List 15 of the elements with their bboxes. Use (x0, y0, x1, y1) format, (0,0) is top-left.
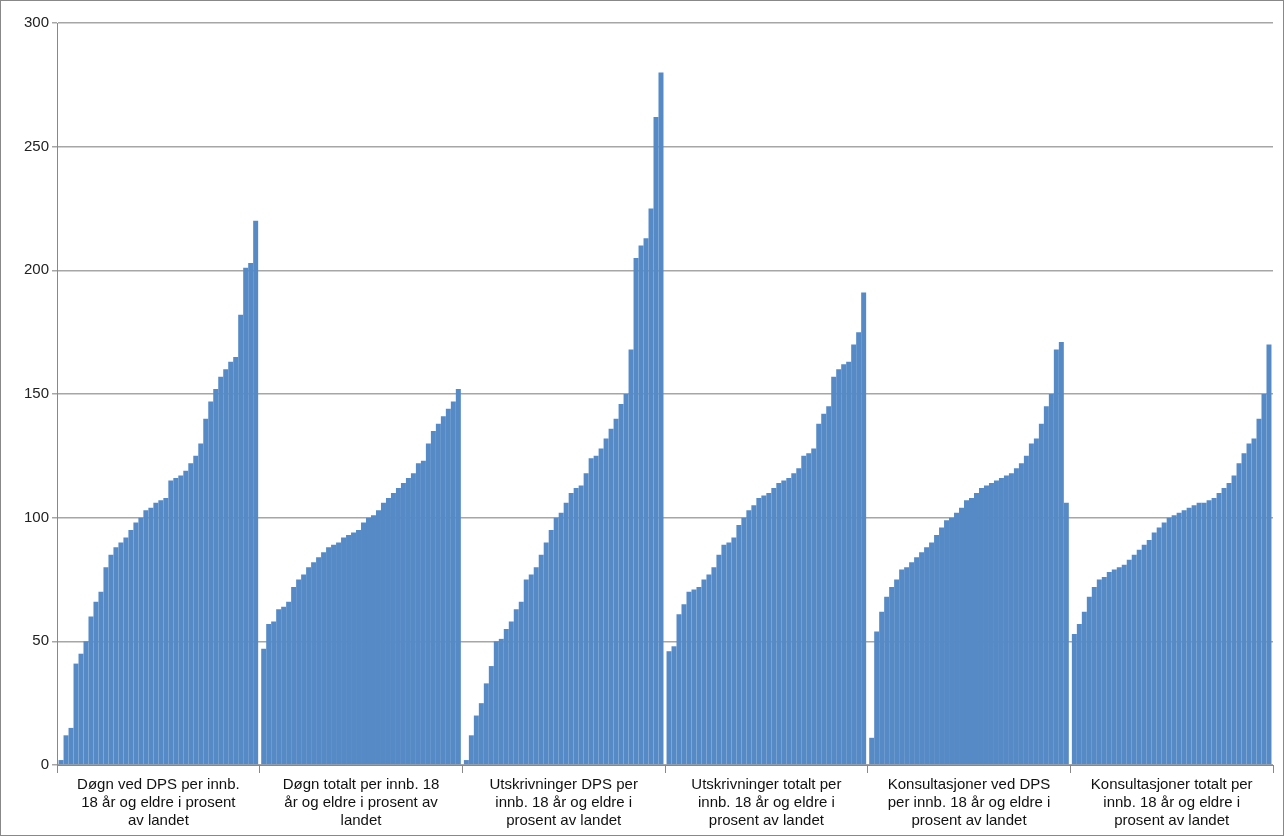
y-tick-label: 0 (40, 755, 50, 773)
bar (455, 389, 461, 765)
y-tick-label: 200 (24, 260, 50, 278)
y-tick-label: 50 (32, 631, 50, 649)
bar (686, 591, 692, 765)
y-tick-label: 250 (24, 136, 50, 154)
y-tick-label: 300 (24, 13, 50, 31)
y-tick-label: 150 (24, 384, 50, 402)
x-tick-label: Utskrivninger DPS per innb. 18 år og eldre i prosent av landet (489, 775, 638, 829)
x-tick-label: Konsultasjoner totalt per innb. 18 år og eldre i prosent av landet (1090, 775, 1253, 829)
x-tick-label: Døgn totalt per innb. 18 år og eldre i prosent av landet (282, 775, 440, 829)
x-tick-label: Døgn ved DPS per innb. 18 år og eldre i prosent av landet (77, 775, 240, 829)
x-tick-label: Konsultasjoner ved DPS per innb. 18 år og eldre i prosent av landet (887, 775, 1051, 829)
y-tick-label: 100 (24, 507, 50, 525)
x-tick-label: Utskrivninger totalt per innb. 18 år og eldre i prosent av landet (691, 775, 842, 829)
